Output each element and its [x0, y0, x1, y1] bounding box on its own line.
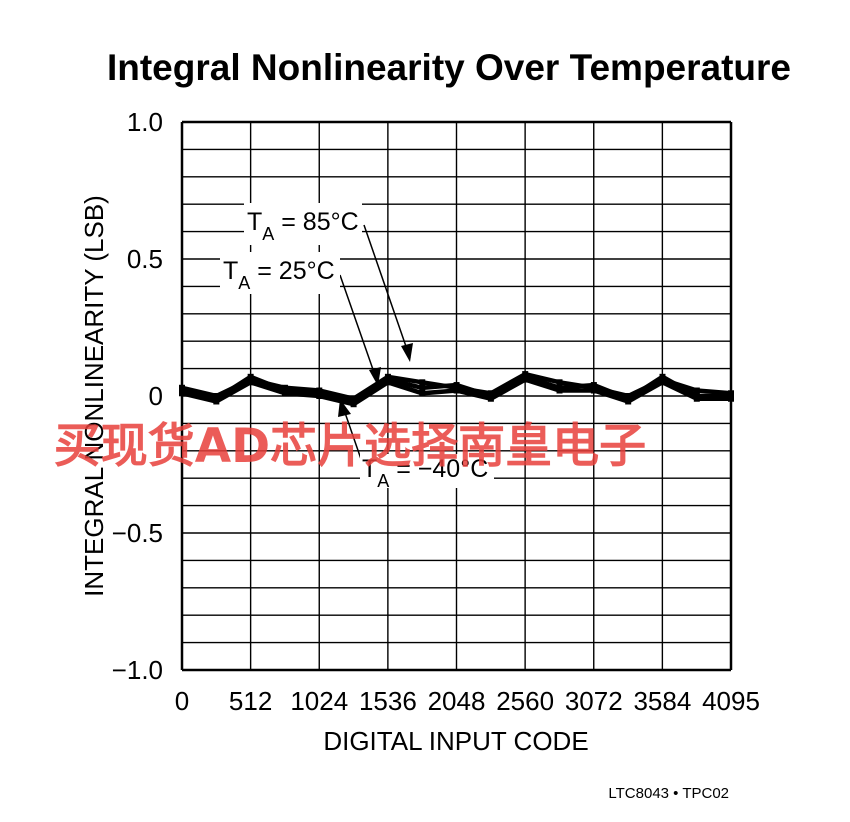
series-point: [453, 387, 460, 394]
leader-85: [363, 224, 411, 359]
series-point: [693, 387, 700, 394]
series-point: [659, 373, 666, 380]
arrowhead-m40: [338, 399, 351, 417]
series-point: [693, 395, 700, 402]
x-tick-label: 1536: [359, 686, 417, 716]
arrowhead-85: [401, 343, 413, 362]
series-point: [453, 382, 460, 389]
y-tick-labels: 1.0 0.5 0 −0.5 −1.0: [112, 107, 163, 685]
series-point: [281, 390, 288, 397]
series-point: [247, 373, 254, 380]
series-point: [522, 376, 529, 383]
series-point: [419, 384, 426, 391]
label-ta-minus40: TA = −40°C: [362, 455, 488, 491]
x-tick-label: 4095: [702, 686, 760, 716]
series-point: [590, 382, 597, 389]
x-tick-label: 2560: [496, 686, 554, 716]
series-point: [419, 390, 426, 397]
x-tick-label: 2048: [428, 686, 486, 716]
figure-code: LTC8043 • TPC02: [608, 785, 729, 802]
series-point: [556, 387, 563, 394]
series-point: [556, 379, 563, 386]
x-tick-labels: 0 512 1024 1536 2048 2560 3072 3584 4095: [175, 686, 760, 716]
series-point: [316, 393, 323, 399]
x-tick-label: 3584: [633, 686, 691, 716]
label-ta-85: TA = 85°C: [247, 208, 359, 244]
x-axis-label: DIGITAL INPUT CODE: [323, 726, 588, 756]
leader-25: [339, 274, 378, 382]
y-tick-label: −1.0: [112, 655, 163, 685]
series-point: [419, 379, 426, 386]
x-tick-label: 1024: [290, 686, 348, 716]
x-tick-label: 3072: [565, 686, 623, 716]
y-axis-label: INTEGRAL NONLINEARITY (LSB): [79, 195, 109, 597]
series-point: [625, 398, 632, 405]
y-tick-label: 1.0: [127, 107, 163, 137]
chart-title: Integral Nonlinearity Over Temperature: [107, 47, 791, 88]
series-point: [179, 390, 185, 397]
series-point: [247, 379, 254, 386]
series-traces: [179, 371, 734, 408]
series-point: [350, 401, 357, 408]
series-point: [487, 395, 494, 402]
watermark-text: 买现货AD芯片选择南皇电子: [54, 419, 646, 474]
series-point: [590, 387, 597, 394]
y-tick-label: 0: [149, 381, 163, 411]
y-tick-label: 0.5: [127, 244, 163, 274]
series-point: [728, 395, 734, 402]
y-tick-label: −0.5: [112, 518, 163, 548]
series-point: [384, 379, 391, 386]
series-point: [659, 379, 666, 386]
x-tick-label: 512: [229, 686, 272, 716]
series-point: [213, 398, 220, 405]
arrowhead-25: [369, 367, 381, 386]
x-tick-label: 0: [175, 686, 189, 716]
label-ta-25: TA = 25°C: [223, 257, 335, 293]
